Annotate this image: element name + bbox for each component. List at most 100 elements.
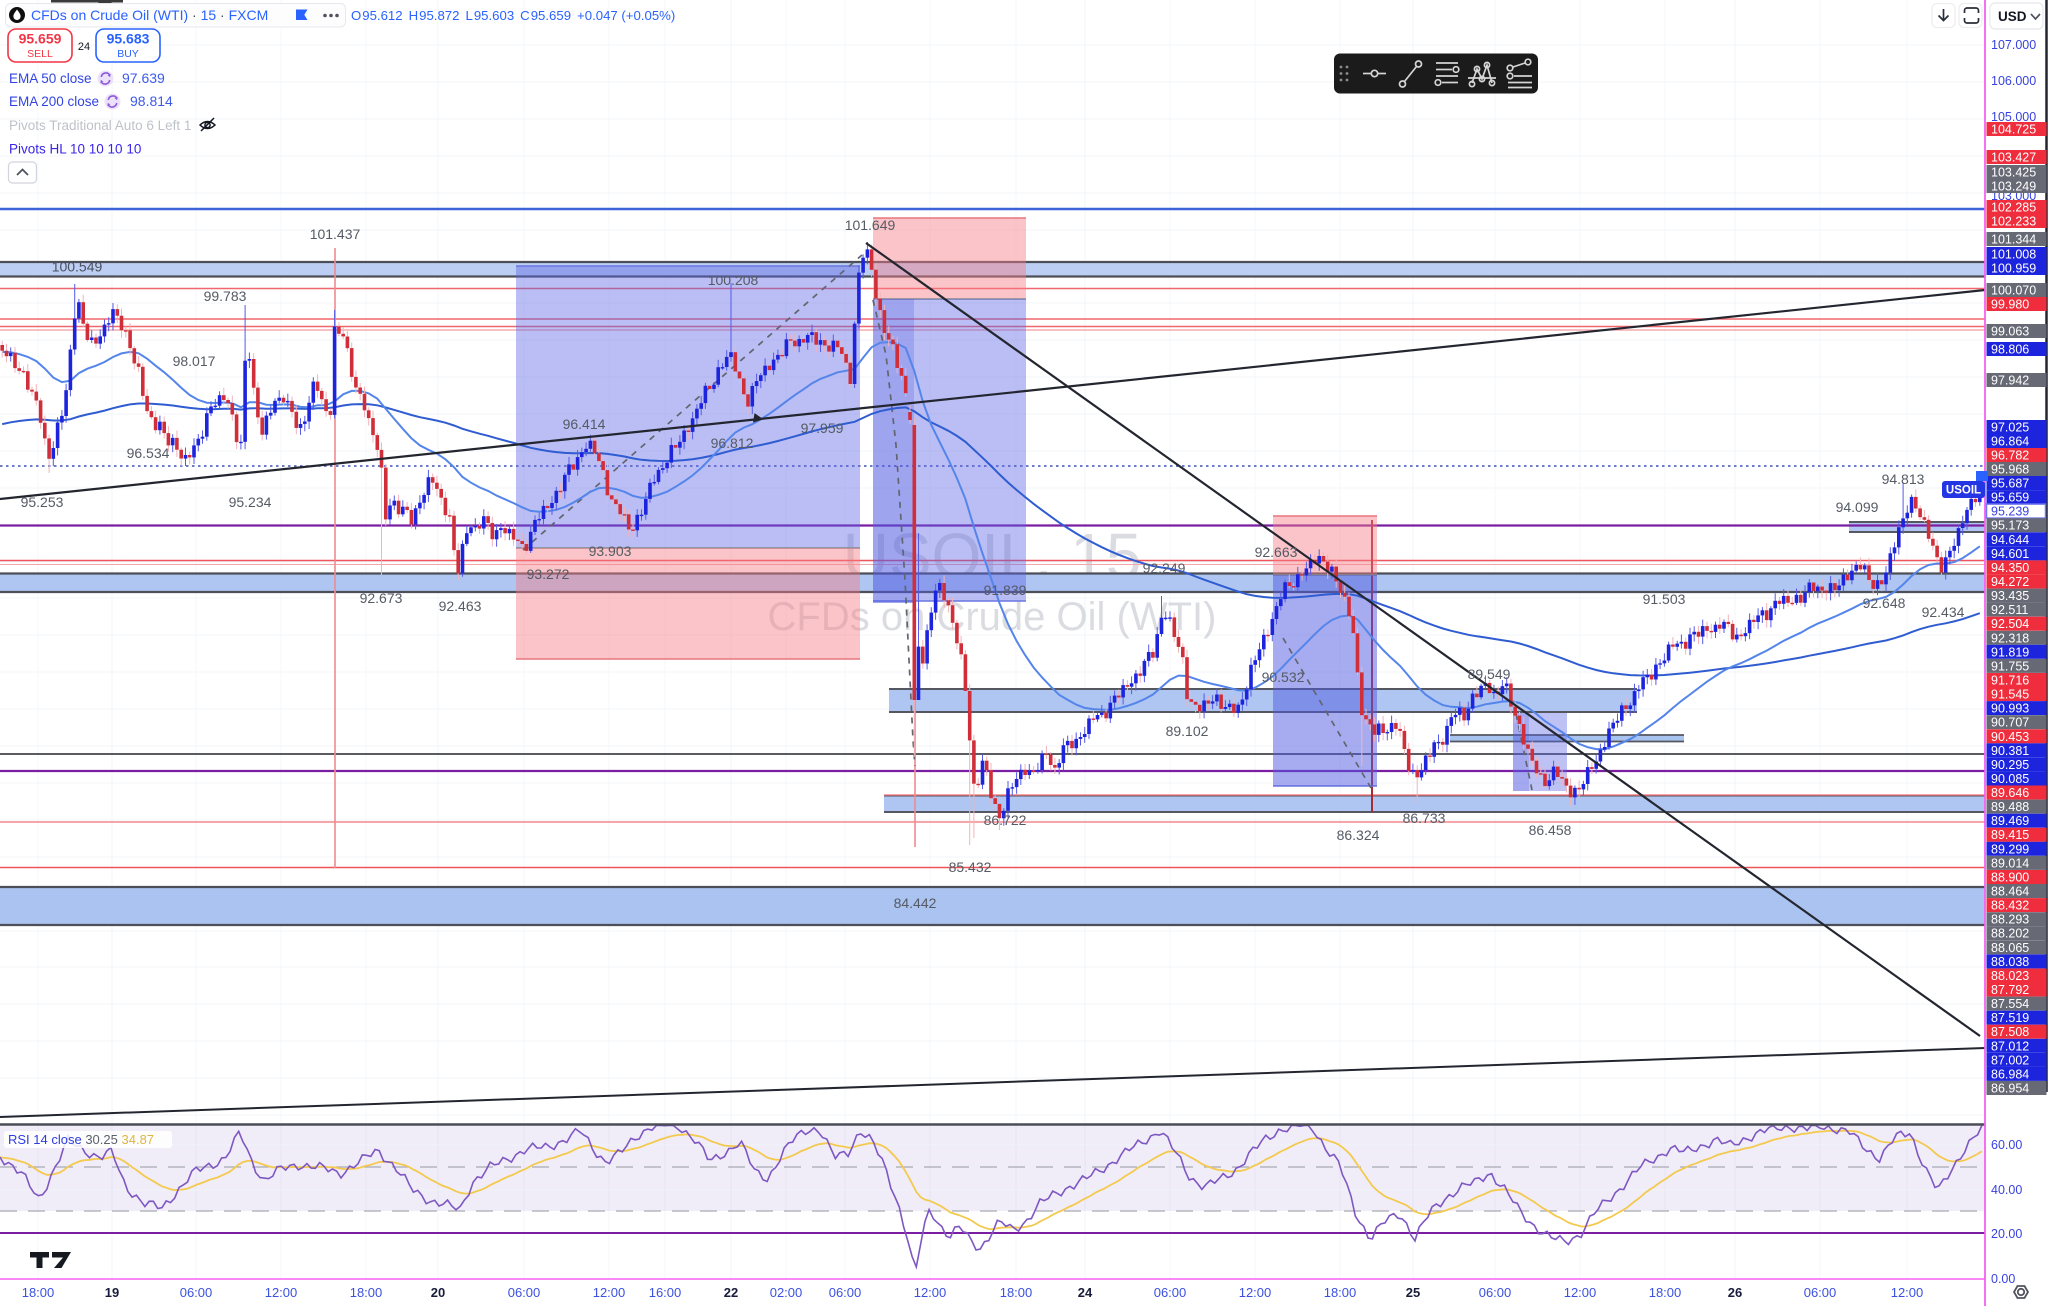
svg-text:90.381: 90.381 bbox=[1991, 744, 2029, 758]
svg-text:25: 25 bbox=[1406, 1285, 1420, 1300]
svg-text:12:00: 12:00 bbox=[914, 1285, 947, 1300]
svg-text:20.00: 20.00 bbox=[1991, 1227, 2022, 1241]
svg-text:101.649: 101.649 bbox=[845, 217, 896, 233]
svg-text:06:00: 06:00 bbox=[180, 1285, 213, 1300]
svg-text:89.488: 89.488 bbox=[1991, 800, 2029, 814]
svg-text:12:00: 12:00 bbox=[1891, 1285, 1924, 1300]
svg-text:90.085: 90.085 bbox=[1991, 772, 2029, 786]
svg-text:92.318: 92.318 bbox=[1991, 631, 2029, 645]
svg-text:88.293: 88.293 bbox=[1991, 913, 2029, 927]
svg-text:90.707: 90.707 bbox=[1991, 716, 2029, 730]
svg-text:06:00: 06:00 bbox=[1154, 1285, 1187, 1300]
svg-text:96.534: 96.534 bbox=[127, 445, 170, 461]
svg-text:103.427: 103.427 bbox=[1991, 151, 2036, 165]
svg-text:12:00: 12:00 bbox=[593, 1285, 626, 1300]
svg-text:26: 26 bbox=[1728, 1285, 1742, 1300]
svg-text:97.942: 97.942 bbox=[1991, 374, 2029, 388]
svg-text:86.722: 86.722 bbox=[984, 812, 1027, 828]
svg-text:99.980: 99.980 bbox=[1991, 298, 2029, 312]
svg-text:87.554: 87.554 bbox=[1991, 997, 2029, 1011]
svg-text:107.000: 107.000 bbox=[1991, 38, 2036, 52]
svg-text:94.350: 94.350 bbox=[1991, 561, 2029, 575]
svg-text:98.814: 98.814 bbox=[130, 93, 173, 109]
svg-text:89.646: 89.646 bbox=[1991, 786, 2029, 800]
svg-text:EMA 200 close: EMA 200 close bbox=[9, 94, 99, 109]
svg-text:96.414: 96.414 bbox=[563, 416, 606, 432]
svg-text:90.993: 90.993 bbox=[1991, 702, 2029, 716]
svg-text:101.008: 101.008 bbox=[1991, 248, 2036, 262]
svg-text:18:00: 18:00 bbox=[1649, 1285, 1682, 1300]
svg-text:103.425: 103.425 bbox=[1991, 166, 2036, 180]
svg-text:98.017: 98.017 bbox=[173, 353, 216, 369]
svg-text:99.783: 99.783 bbox=[204, 288, 247, 304]
svg-text:95.239: 95.239 bbox=[1991, 505, 2029, 519]
svg-text:12:00: 12:00 bbox=[1239, 1285, 1272, 1300]
svg-text:EMA 50 close: EMA 50 close bbox=[9, 71, 92, 86]
svg-text:91.545: 91.545 bbox=[1991, 688, 2029, 702]
svg-text:91.503: 91.503 bbox=[1643, 591, 1686, 607]
svg-text:100.959: 100.959 bbox=[1991, 262, 2036, 276]
svg-text:100.549: 100.549 bbox=[52, 259, 103, 275]
svg-text:88.900: 88.900 bbox=[1991, 871, 2029, 885]
svg-text:87.508: 87.508 bbox=[1991, 1025, 2029, 1039]
svg-text:CFDs on Crude Oil (WTI) · 15 ·: CFDs on Crude Oil (WTI) · 15 · FXCM bbox=[31, 7, 268, 23]
svg-text:89.102: 89.102 bbox=[1166, 723, 1209, 739]
svg-text:12:00: 12:00 bbox=[1564, 1285, 1597, 1300]
svg-text:24: 24 bbox=[78, 41, 90, 53]
svg-text:06:00: 06:00 bbox=[508, 1285, 541, 1300]
svg-text:91.755: 91.755 bbox=[1991, 659, 2029, 673]
svg-text:105.000: 105.000 bbox=[1991, 110, 2036, 124]
svg-text:CFDs on Crude Oil (WTI): CFDs on Crude Oil (WTI) bbox=[768, 595, 1217, 639]
svg-text:96.782: 96.782 bbox=[1991, 449, 2029, 463]
svg-text:18:00: 18:00 bbox=[350, 1285, 383, 1300]
svg-text:16:00: 16:00 bbox=[649, 1285, 682, 1300]
svg-text:24: 24 bbox=[1078, 1285, 1093, 1300]
svg-text:89.415: 89.415 bbox=[1991, 828, 2029, 842]
svg-text:92.648: 92.648 bbox=[1863, 595, 1906, 611]
svg-text:93.903: 93.903 bbox=[589, 543, 632, 559]
svg-text:101.344: 101.344 bbox=[1991, 233, 2036, 247]
svg-text:95.234: 95.234 bbox=[229, 494, 272, 510]
svg-text:22: 22 bbox=[724, 1285, 738, 1300]
svg-text:06:00: 06:00 bbox=[1804, 1285, 1837, 1300]
svg-text:18:00: 18:00 bbox=[1324, 1285, 1357, 1300]
svg-text:98.806: 98.806 bbox=[1991, 343, 2029, 357]
svg-text:06:00: 06:00 bbox=[1479, 1285, 1512, 1300]
svg-text:90.453: 90.453 bbox=[1991, 730, 2029, 744]
svg-text:90.295: 90.295 bbox=[1991, 758, 2029, 772]
svg-text:USOIL: USOIL bbox=[1946, 485, 1981, 497]
svg-text:95.683: 95.683 bbox=[107, 31, 150, 47]
svg-text:SELL: SELL bbox=[27, 48, 53, 60]
svg-text:84.442: 84.442 bbox=[894, 895, 937, 911]
svg-text:104.725: 104.725 bbox=[1991, 123, 2036, 137]
svg-text:92.249: 92.249 bbox=[1143, 560, 1186, 576]
svg-text:93.272: 93.272 bbox=[527, 566, 570, 582]
svg-text:103.249: 103.249 bbox=[1991, 180, 2036, 194]
svg-text:92.463: 92.463 bbox=[439, 598, 482, 614]
svg-text:02:00: 02:00 bbox=[770, 1285, 803, 1300]
svg-text:100.070: 100.070 bbox=[1991, 284, 2036, 298]
svg-text:0.00: 0.00 bbox=[1991, 1272, 2015, 1286]
svg-text:91.716: 91.716 bbox=[1991, 674, 2029, 688]
svg-text:97.639: 97.639 bbox=[122, 70, 165, 86]
svg-text:40.00: 40.00 bbox=[1991, 1183, 2022, 1197]
svg-text:91.839: 91.839 bbox=[984, 582, 1027, 598]
svg-text:BUY: BUY bbox=[117, 48, 139, 60]
svg-text:89.014: 89.014 bbox=[1991, 856, 2029, 870]
svg-text:87.012: 87.012 bbox=[1991, 1039, 2029, 1053]
svg-text:06:00: 06:00 bbox=[829, 1285, 862, 1300]
svg-text:96.864: 96.864 bbox=[1991, 435, 2029, 449]
svg-text:86.984: 86.984 bbox=[1991, 1067, 2029, 1081]
svg-text:86.458: 86.458 bbox=[1529, 822, 1572, 838]
svg-text:19: 19 bbox=[105, 1285, 119, 1300]
svg-text:106.000: 106.000 bbox=[1991, 74, 2036, 88]
svg-text:95.659: 95.659 bbox=[19, 31, 62, 47]
svg-text:95.173: 95.173 bbox=[1991, 519, 2029, 533]
svg-text:95.968: 95.968 bbox=[1991, 463, 2029, 477]
svg-text:97.025: 97.025 bbox=[1991, 421, 2029, 435]
svg-text:20: 20 bbox=[431, 1285, 445, 1300]
svg-text:86.733: 86.733 bbox=[1403, 810, 1446, 826]
svg-text:92.434: 92.434 bbox=[1922, 604, 1965, 620]
svg-text:60.00: 60.00 bbox=[1991, 1138, 2022, 1152]
svg-text:87.519: 87.519 bbox=[1991, 1011, 2029, 1025]
